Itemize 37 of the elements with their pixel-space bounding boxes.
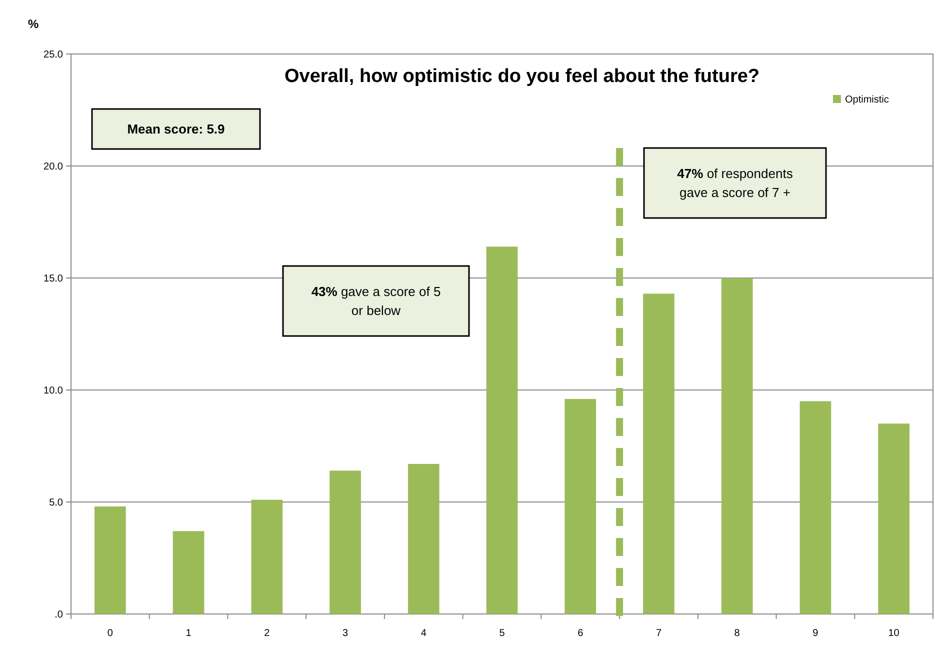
x-tick-label: 1 [186,628,192,639]
y-tick-label: 10.0 [44,386,64,396]
x-tick-label: 7 [656,628,662,639]
bar [408,464,440,614]
callout-box: Mean score: 5.9 [91,108,261,150]
bar [800,401,832,614]
bar [878,424,910,614]
bar [721,278,753,614]
y-tick-label: .0 [54,610,64,620]
x-tick-label: 2 [264,628,270,639]
text: Overall, how optimistic do you feel about the future? [284,66,760,87]
bar [330,470,361,614]
bar [172,531,204,614]
x-tick-label: 9 [812,628,819,639]
y-tick-label: 20.0 [44,162,64,172]
x-tick-label: 6 [578,628,584,639]
annotation: Mean score: 5.9 [127,122,225,137]
y-tick-label: 15.0 [44,274,64,284]
y-tick-label: 5.0 [49,498,64,508]
callout-box: 47% of respondents gave a score of 7 + [643,147,827,219]
annotation: 43% gave a score of 5 or below [311,284,441,318]
x-tick-label: 8 [734,628,740,639]
x-tick-label: 10 [888,628,900,639]
bar [643,294,674,614]
y-axis-title: % [28,17,39,31]
bar [486,246,518,614]
y-tick-label: 25.0 [44,50,64,60]
legend-label: Optimistic [845,94,889,106]
callout-box: 43% gave a score of 5 or below [282,265,470,337]
bar [564,398,596,614]
x-tick-label: 4 [420,628,427,639]
x-tick-label: 3 [342,628,348,639]
x-tick-label: 0 [107,628,114,639]
annotation: 47% of respondents gave a score of 7 + [677,166,794,200]
bar [251,500,283,614]
bar [94,506,126,614]
x-tick-label: 5 [499,628,506,639]
